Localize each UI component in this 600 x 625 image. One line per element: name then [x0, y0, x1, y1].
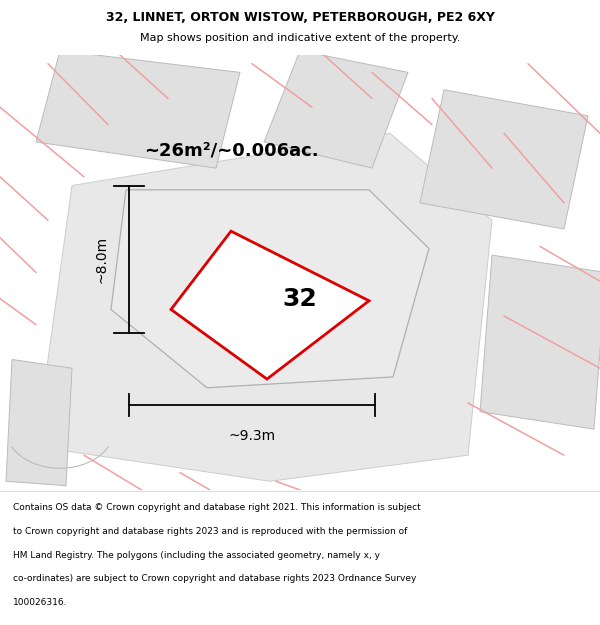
Text: ~8.0m: ~8.0m [95, 236, 109, 283]
Text: to Crown copyright and database rights 2023 and is reproduced with the permissio: to Crown copyright and database rights 2… [13, 527, 407, 536]
Polygon shape [420, 90, 588, 229]
Text: ~9.3m: ~9.3m [229, 429, 275, 443]
Text: HM Land Registry. The polygons (including the associated geometry, namely x, y: HM Land Registry. The polygons (includin… [13, 551, 380, 560]
Polygon shape [36, 51, 240, 168]
Text: 100026316.: 100026316. [13, 598, 68, 607]
Text: Map shows position and indicative extent of the property.: Map shows position and indicative extent… [140, 33, 460, 43]
Polygon shape [264, 51, 408, 168]
Text: Contains OS data © Crown copyright and database right 2021. This information is : Contains OS data © Crown copyright and d… [13, 504, 421, 512]
Polygon shape [6, 359, 72, 486]
Polygon shape [111, 190, 429, 388]
Text: ~26m²/~0.006ac.: ~26m²/~0.006ac. [144, 142, 319, 160]
Text: co-ordinates) are subject to Crown copyright and database rights 2023 Ordnance S: co-ordinates) are subject to Crown copyr… [13, 574, 416, 583]
Polygon shape [171, 231, 369, 379]
Polygon shape [36, 133, 492, 481]
Text: 32, LINNET, ORTON WISTOW, PETERBOROUGH, PE2 6XY: 32, LINNET, ORTON WISTOW, PETERBOROUGH, … [106, 11, 494, 24]
Text: 32: 32 [283, 287, 317, 311]
Polygon shape [480, 255, 600, 429]
